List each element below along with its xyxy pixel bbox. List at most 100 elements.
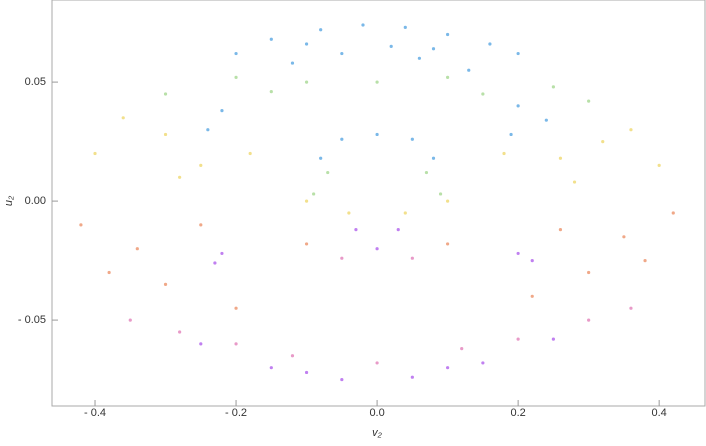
point: [587, 270, 591, 275]
point: [213, 261, 217, 265]
point: [657, 163, 661, 167]
point: [551, 337, 555, 341]
point: [629, 128, 633, 132]
point: [304, 80, 309, 84]
point: [163, 282, 168, 286]
point: [481, 92, 485, 96]
point: [234, 306, 238, 310]
point: [446, 366, 450, 370]
point: [509, 132, 513, 137]
point: [530, 258, 534, 263]
point: [234, 75, 238, 79]
x-tick-label: 0.4: [652, 407, 667, 419]
point: [410, 137, 414, 141]
point: [361, 23, 365, 27]
point: [417, 56, 422, 60]
x-axis-label: v₂: [372, 427, 383, 439]
point: [93, 151, 97, 156]
point: [410, 256, 414, 260]
point: [671, 211, 675, 215]
point: [206, 128, 210, 132]
point: [304, 42, 309, 46]
point: [178, 330, 182, 334]
point: [389, 44, 393, 49]
point: [403, 211, 407, 215]
point: [199, 223, 203, 227]
point: [121, 116, 125, 120]
point: [107, 270, 111, 275]
point: [163, 132, 168, 137]
y-tick-label: 0.05: [25, 76, 46, 88]
point: [502, 151, 506, 156]
point: [312, 192, 316, 196]
point: [467, 68, 471, 72]
point: [424, 170, 429, 175]
x-tick-label: - 0.4: [84, 407, 106, 419]
point: [128, 318, 132, 322]
point: [396, 228, 400, 232]
point: [354, 228, 358, 232]
point: [558, 228, 563, 232]
point: [643, 258, 647, 263]
point: [481, 361, 485, 365]
point: [340, 137, 344, 141]
point: [488, 42, 492, 46]
y-tick-label: - 0.05: [18, 314, 46, 326]
point: [340, 256, 344, 260]
point: [304, 370, 309, 375]
point: [234, 51, 238, 56]
point: [269, 366, 273, 370]
point: [446, 242, 450, 246]
point: [431, 47, 436, 51]
point: [340, 377, 344, 382]
point: [446, 75, 450, 79]
point: [199, 163, 203, 167]
point: [558, 156, 563, 160]
point: [79, 223, 83, 227]
point: [326, 170, 330, 175]
point: [375, 80, 379, 84]
y-tick-label: 0.00: [25, 195, 46, 207]
point: [199, 342, 203, 346]
point: [446, 199, 450, 203]
point: [446, 32, 450, 37]
point: [178, 175, 182, 179]
point: [290, 61, 295, 65]
point: [516, 104, 520, 108]
point: [375, 361, 379, 365]
point: [431, 156, 436, 160]
point: [304, 199, 309, 203]
point: [304, 242, 309, 246]
point: [319, 156, 323, 160]
point: [516, 337, 520, 341]
point: [530, 294, 534, 298]
point: [572, 180, 577, 184]
point: [375, 247, 379, 251]
point: [629, 306, 633, 310]
point: [601, 140, 605, 144]
point: [438, 192, 443, 196]
point: [516, 51, 520, 56]
point: [622, 235, 626, 239]
point: [319, 28, 323, 32]
point: [544, 118, 548, 122]
point: [220, 109, 224, 113]
x-tick-label: - 0.2: [225, 407, 247, 419]
point: [269, 90, 273, 94]
point: [269, 37, 273, 41]
point: [587, 99, 591, 103]
point: [248, 151, 252, 156]
point: [347, 211, 351, 215]
point: [340, 51, 344, 56]
point: [290, 354, 295, 358]
point: [220, 251, 224, 256]
point: [234, 342, 238, 346]
y-axis-label: u₂: [3, 195, 15, 206]
x-tick-label: 0.2: [510, 407, 525, 419]
point: [410, 375, 414, 379]
plot-frame: [51, 0, 706, 407]
point: [375, 132, 379, 137]
point: [516, 251, 520, 256]
point: [460, 347, 464, 351]
